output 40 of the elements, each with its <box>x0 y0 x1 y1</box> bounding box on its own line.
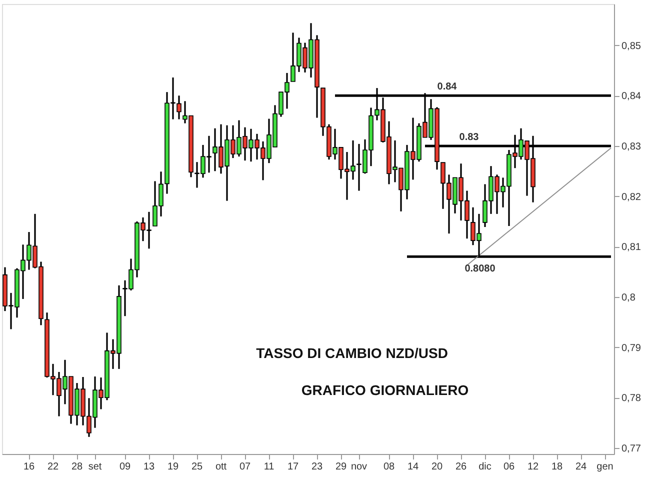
x-tick-label: 29 <box>335 462 347 472</box>
x-tick-label: 16 <box>23 462 35 472</box>
annotation: GRAFICO GIORNALIERO <box>301 382 469 398</box>
x-tick-label: 22 <box>47 462 59 472</box>
annotation: 0.8080 <box>464 264 496 275</box>
x-tick-label: 17 <box>287 462 299 472</box>
x-tick-label: 25 <box>191 462 203 472</box>
x-tick-label: 07 <box>239 462 251 472</box>
x-tick-label: ott <box>215 462 227 472</box>
x-tick-label: 26 <box>455 462 467 472</box>
x-tick-label: 08 <box>383 462 395 472</box>
annotation: 0.84 <box>437 82 458 93</box>
x-tick-label: 28 <box>71 462 83 472</box>
y-tick-label: 0,78 <box>622 393 642 404</box>
x-tick-label: 24 <box>575 462 587 472</box>
annotation: 0.83 <box>459 132 480 143</box>
y-tick-label: 0,82 <box>622 192 642 203</box>
y-tick-label: 0,81 <box>622 242 642 254</box>
y-tick-label: 0,79 <box>622 342 642 354</box>
candlestick <box>176 94 182 120</box>
x-tick-label: 11 <box>264 462 275 472</box>
y-tick-label: 0,84 <box>622 91 642 102</box>
x-tick-label: gen <box>596 462 614 472</box>
x-tick-label: 12 <box>527 462 539 472</box>
x-tick-label: 18 <box>551 462 563 472</box>
annotation: TASSO DI CAMBIO NZD/USD <box>256 345 448 361</box>
x-tick-label: 20 <box>431 462 443 472</box>
x-tick-label: dic <box>478 462 492 472</box>
y-tick-label: 0,83 <box>622 141 642 152</box>
x-tick-label: 23 <box>311 462 323 472</box>
y-tick-label: 0,85 <box>622 40 642 52</box>
x-tick-label: 19 <box>167 462 179 472</box>
x-tick-label: nov <box>350 462 368 472</box>
y-tick-label: 0,8 <box>622 292 636 304</box>
x-tick-label: 09 <box>119 462 131 472</box>
x-tick-label: 06 <box>503 462 515 472</box>
x-tick-label: set <box>88 462 102 472</box>
x-tick-label: 14 <box>407 462 419 472</box>
x-tick-label: 13 <box>143 462 155 472</box>
y-tick-label: 0,77 <box>622 443 642 454</box>
